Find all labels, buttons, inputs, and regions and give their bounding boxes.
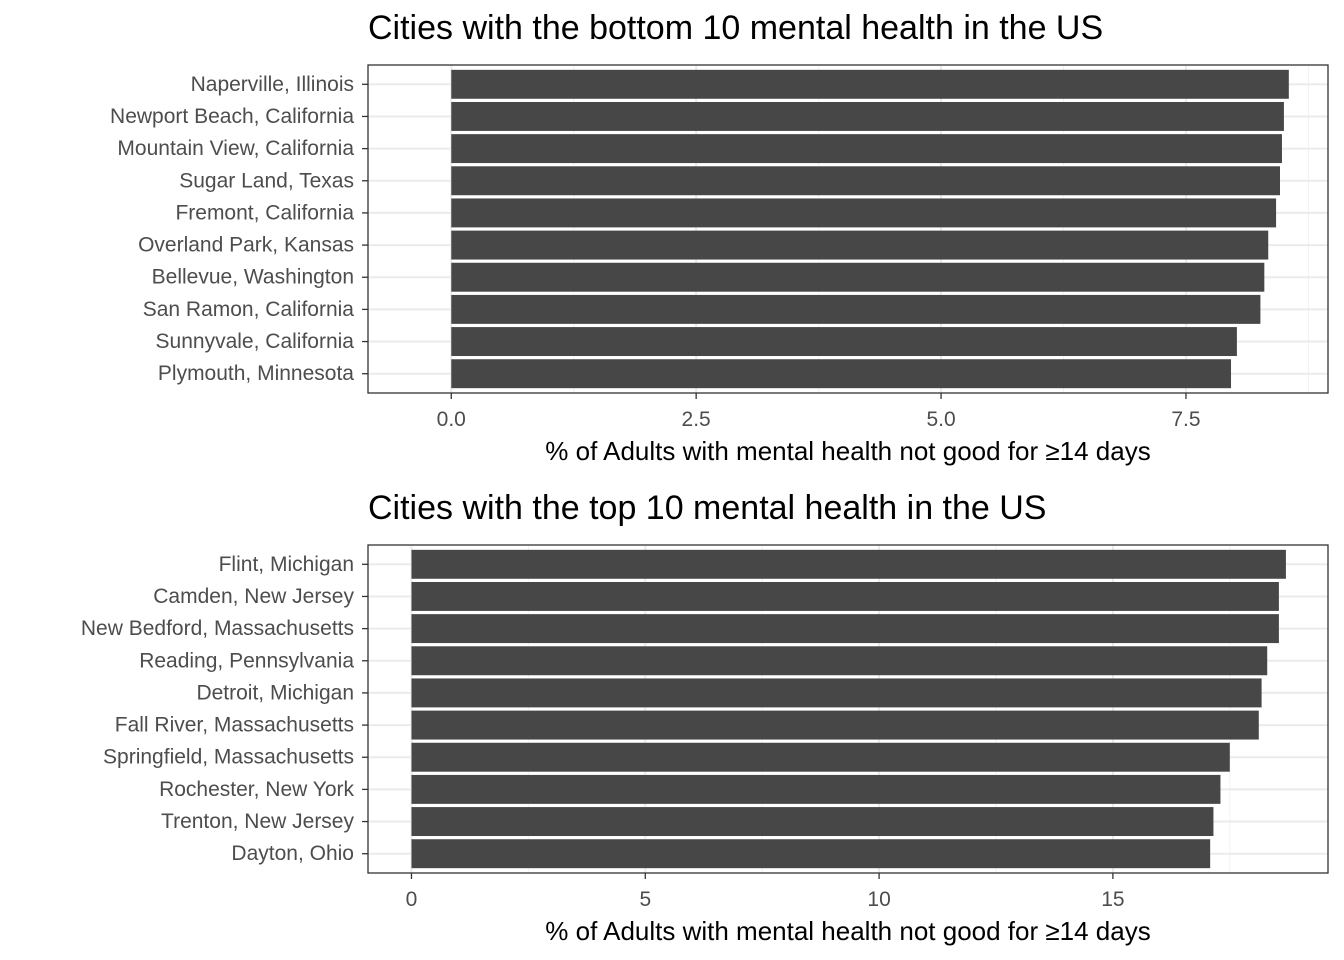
- y-tick-label: New Bedford, Massachusetts: [81, 617, 354, 640]
- bar: [411, 581, 1279, 611]
- y-tick-label: Plymouth, Minnesota: [158, 362, 354, 385]
- bar: [411, 807, 1214, 837]
- y-tick-label: Springfield, Massachusetts: [103, 746, 354, 769]
- bar: [411, 774, 1221, 804]
- y-tick-label: Sugar Land, Texas: [179, 169, 354, 192]
- bar: [411, 549, 1286, 579]
- y-tick-label: Sunnyvale, California: [156, 330, 355, 353]
- panel-border: [367, 544, 1329, 874]
- y-tick-label: Mountain View, California: [117, 137, 354, 160]
- y-tick-label: Newport Beach, California: [110, 105, 354, 128]
- y-tick-label: Bellevue, Washington: [152, 266, 354, 289]
- x-tick-label: 10: [867, 888, 890, 911]
- bar: [451, 166, 1280, 196]
- bar: [451, 134, 1282, 164]
- panel-border: [367, 64, 1329, 394]
- x-tick-label: 0: [406, 888, 418, 911]
- x-tick-label: 0.0: [437, 408, 466, 431]
- chart-panel-2: Flint, Michigan Camden, New Jersey New Bed…: [81, 489, 1329, 946]
- bar: [411, 678, 1262, 708]
- y-tick-label: San Ramon, California: [143, 298, 355, 321]
- y-tick-label: Flint, Michigan: [219, 553, 354, 576]
- bar: [451, 101, 1284, 131]
- y-tick-label: Fremont, California: [175, 201, 354, 224]
- y-tick-label: Rochester, New York: [159, 778, 354, 801]
- chart-panel-1: Naperville, Illinois Newport Beach, Calif…: [110, 9, 1329, 466]
- bar: [411, 742, 1230, 772]
- x-axis-title: % of Adults with mental health not good …: [545, 436, 1150, 466]
- x-tick-label: 15: [1101, 888, 1124, 911]
- x-tick-label: 7.5: [1171, 408, 1200, 431]
- x-tick-label: 5: [639, 888, 651, 911]
- y-tick-label: Dayton, Ohio: [231, 842, 354, 865]
- bar: [411, 646, 1268, 676]
- bar: [411, 614, 1279, 644]
- y-tick-label: Fall River, Massachusetts: [115, 714, 354, 737]
- x-axis-title: % of Adults with mental health not good …: [545, 916, 1150, 946]
- y-tick-label: Reading, Pennsylvania: [139, 649, 354, 672]
- x-tick-label: 2.5: [682, 408, 711, 431]
- chart-title: Cities with the bottom 10 mental health …: [368, 9, 1103, 47]
- y-tick-label: Naperville, Illinois: [191, 73, 354, 96]
- bar: [451, 69, 1289, 99]
- bar: [451, 198, 1277, 228]
- y-tick-label: Camden, New Jersey: [153, 585, 354, 608]
- bar: [451, 327, 1237, 357]
- bar: [451, 230, 1269, 260]
- bar: [451, 262, 1265, 292]
- bar: [411, 710, 1259, 740]
- y-tick-label: Overland Park, Kansas: [138, 234, 354, 257]
- bar: [451, 294, 1261, 324]
- x-tick-label: 5.0: [926, 408, 955, 431]
- chart-title: Cities with the top 10 mental health in …: [368, 489, 1047, 527]
- bar: [411, 839, 1211, 869]
- bar: [451, 359, 1232, 389]
- y-tick-label: Detroit, Michigan: [196, 681, 354, 704]
- y-tick-label: Trenton, New Jersey: [161, 810, 354, 833]
